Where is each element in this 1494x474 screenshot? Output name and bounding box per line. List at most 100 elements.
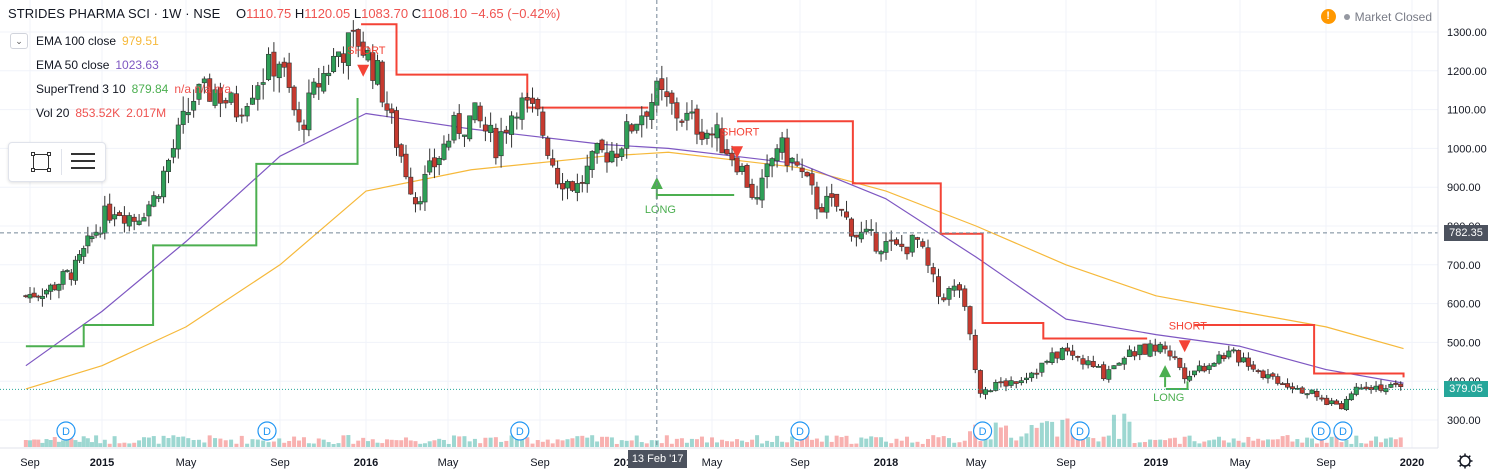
candle-body [1029, 372, 1035, 379]
candle-body [519, 97, 525, 120]
dividend-marker[interactable] [972, 421, 993, 441]
volume-bar [684, 442, 689, 447]
candle-body [488, 124, 494, 133]
indicator-ema50[interactable]: EMA 50 close 1023.63 [36, 58, 159, 72]
volume-bar [1265, 439, 1270, 447]
volume-bar [644, 443, 649, 447]
indicator-ema100[interactable]: ⌄ EMA 100 close 979.51 [10, 33, 159, 49]
settings-lines-icon[interactable] [71, 153, 95, 174]
candle-body [1393, 382, 1399, 385]
volume-bar [710, 437, 714, 447]
indicator-supertrend[interactable]: SuperTrend 3 10 879.84 n/a n/a n/a [36, 82, 231, 96]
dividend-marker[interactable] [1333, 421, 1353, 441]
candle-body [467, 115, 473, 140]
volume-bar [931, 435, 936, 447]
indicator-volume[interactable]: Vol 20 853.52K 2.017M [36, 106, 166, 120]
candle-body [993, 382, 999, 391]
candle-body [1275, 376, 1281, 384]
candle-body [956, 284, 962, 291]
candle-body [316, 83, 322, 88]
drawing-toolbar [8, 142, 106, 182]
volume-bar [899, 440, 904, 447]
volume-bar [1096, 441, 1101, 447]
candle-body [1116, 362, 1122, 366]
warning-icon[interactable]: ! [1320, 9, 1336, 24]
candle-body [584, 165, 590, 185]
volume-bar [132, 442, 137, 447]
volume-bar [905, 436, 909, 447]
candle-body [1059, 348, 1065, 360]
candle-body [1064, 347, 1070, 352]
volume-bar [122, 442, 127, 447]
low-value: 1083.70 [361, 6, 409, 21]
volume-bar [1261, 440, 1266, 447]
candle-body [1299, 387, 1305, 394]
volume-bar [151, 436, 156, 447]
volume-bar [1039, 422, 1044, 447]
candle-body [1383, 388, 1389, 393]
volume-bar [1055, 436, 1060, 447]
volume-bar [1014, 440, 1019, 447]
candle-body [935, 276, 941, 297]
dividend-marker[interactable] [1070, 421, 1090, 441]
candle-body [540, 111, 546, 136]
candle-body [784, 137, 790, 166]
dividend-marker[interactable] [1311, 421, 1331, 441]
candle-body [804, 171, 810, 177]
candle-body [724, 149, 730, 155]
candle-body [1044, 360, 1050, 363]
symbol-title[interactable]: STRIDES PHARMA SCI · 1W · NSE [8, 6, 221, 21]
volume-bar [1019, 436, 1024, 447]
gear-ring [1459, 455, 1471, 467]
volume-bar [341, 435, 346, 447]
volume-bar [947, 438, 951, 447]
candle-body [217, 87, 223, 104]
candle-body [1260, 370, 1266, 378]
candle-body [844, 211, 850, 218]
candle-body [1126, 349, 1132, 357]
volume-bar [894, 438, 899, 447]
volume-bar [1153, 439, 1158, 447]
supertrend-down-segment [1194, 323, 1405, 378]
time-tick-label: Sep [1056, 457, 1076, 469]
candle-body [1240, 357, 1246, 363]
volume-bar [297, 440, 302, 447]
settings-icon[interactable] [1457, 453, 1473, 469]
dividend-marker[interactable] [510, 421, 530, 441]
volume-bar [634, 435, 639, 447]
candle-body [1142, 343, 1148, 355]
open-label: O [236, 6, 247, 21]
volume-bar [998, 427, 1003, 447]
volume-bar [952, 442, 957, 447]
volume-bar [191, 440, 196, 447]
candle-body [1080, 358, 1086, 365]
dividend-marker[interactable] [56, 421, 76, 441]
volume-bar [1080, 439, 1085, 447]
collapse-chevron-icon[interactable]: ⌄ [10, 33, 28, 49]
candle-body [941, 297, 947, 301]
candle-body [170, 148, 176, 158]
volume-bar [316, 438, 321, 447]
volume-bar [1236, 440, 1241, 447]
volume-bar [73, 440, 78, 447]
volume-bar [1217, 436, 1221, 447]
volume-bar [408, 440, 413, 447]
candle-body [412, 197, 418, 205]
dividend-marker[interactable] [790, 421, 810, 441]
candle-body [1162, 345, 1168, 350]
volume-bar [137, 440, 142, 447]
dividend-marker[interactable] [257, 421, 277, 441]
volume-bar [1075, 434, 1080, 447]
volume-bar [525, 437, 530, 447]
volume-bar [98, 443, 103, 447]
rectangle-tool-icon[interactable] [31, 152, 51, 172]
volume-bar [81, 436, 86, 447]
volume-bar [819, 441, 824, 447]
candle-body [824, 195, 830, 213]
signal-markers: SHORT LONG SHORT LONG SHORT [347, 45, 1207, 404]
time-axis[interactable]: Sep 2015 May Sep 2016 May Sep 2017 May Sep 2018 May… [0, 447, 1438, 469]
candle-body [819, 207, 825, 213]
volume-bar [664, 435, 669, 447]
